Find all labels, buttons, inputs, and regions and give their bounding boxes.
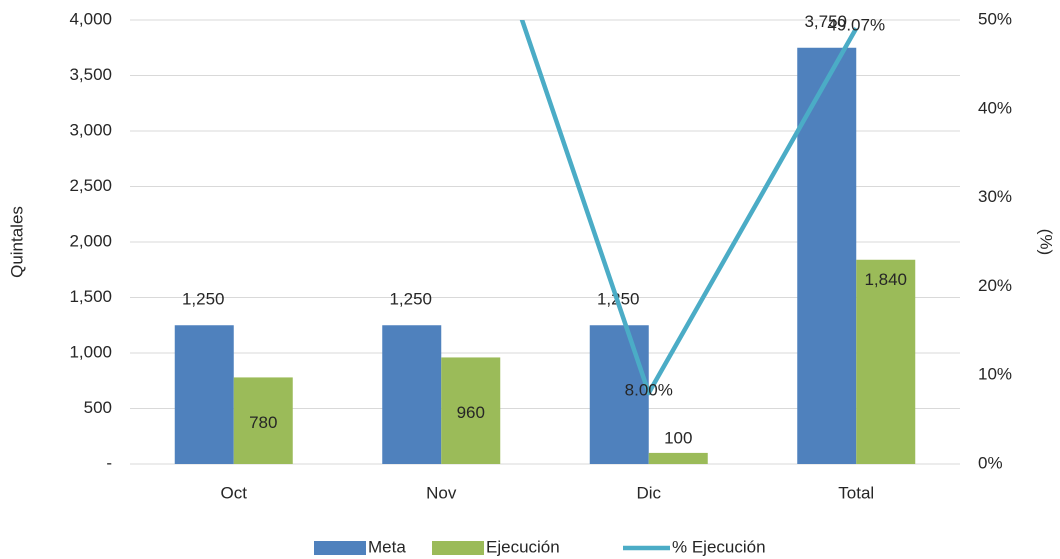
legend-swatch	[432, 541, 484, 555]
bar	[589, 325, 649, 464]
data-label: 49.07%	[827, 16, 885, 35]
bar	[174, 325, 234, 464]
y-axis-title: Quintales	[7, 206, 26, 278]
bar	[233, 377, 293, 464]
legend-swatch	[314, 541, 366, 555]
y2-tick-label: 10%	[978, 365, 1012, 384]
data-label: 1,840	[864, 270, 907, 289]
legend-label: % Ejecución	[672, 537, 766, 556]
legend-label: Meta	[368, 537, 406, 556]
y-tick-label: 3,000	[69, 120, 112, 139]
y-tick-label: 2,000	[69, 231, 112, 250]
y-tick-label: 1,000	[69, 342, 112, 361]
line	[519, 20, 859, 396]
x-tick-label: Oct	[221, 483, 248, 502]
y-tick-label: 3,500	[69, 65, 112, 84]
line-group	[519, 20, 859, 396]
data-label: 1,250	[182, 290, 225, 309]
legend-label: Ejecución	[486, 537, 560, 556]
data-label: 100	[664, 428, 692, 447]
y2-tick-label: 40%	[978, 98, 1012, 117]
y-tick-label: -	[106, 453, 112, 472]
y-tick-label: 1,500	[69, 287, 112, 306]
y2-tick-label: 50%	[978, 9, 1012, 28]
y2-tick-label: 20%	[978, 276, 1012, 295]
y-tick-label: 500	[84, 398, 112, 417]
data-label: 960	[457, 403, 485, 422]
y-tick-label: 2,500	[69, 176, 112, 195]
data-label: 1,250	[389, 290, 432, 309]
bar	[648, 452, 708, 464]
x-tick-label: Total	[838, 483, 874, 502]
x-tick-label: Dic	[636, 483, 661, 502]
bar	[797, 47, 857, 464]
y2-tick-label: 0%	[978, 453, 1003, 472]
x-tick-label: Nov	[426, 483, 457, 502]
data-label: 780	[249, 413, 277, 432]
bar	[856, 259, 916, 464]
bar	[441, 357, 501, 464]
y2-axis-title: (%)	[1037, 229, 1056, 255]
data-label: 8.00%	[625, 380, 673, 399]
data-label: 3,750	[804, 12, 847, 31]
y-tick-label: 4,000	[69, 9, 112, 28]
bar	[382, 325, 442, 464]
y2-tick-label: 30%	[978, 187, 1012, 206]
